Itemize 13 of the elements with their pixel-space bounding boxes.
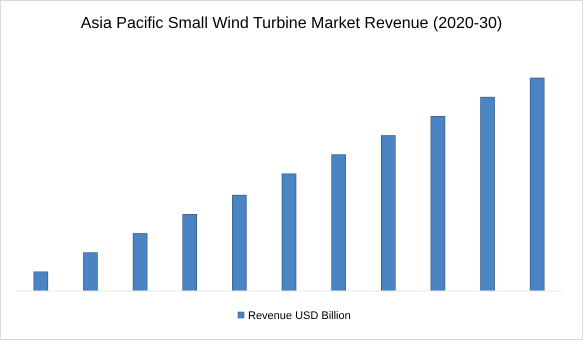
bar <box>132 233 148 292</box>
bar <box>331 154 346 292</box>
bar <box>83 252 98 292</box>
bar <box>480 96 495 292</box>
bar <box>34 272 48 292</box>
bar <box>282 174 296 292</box>
bar <box>182 214 198 292</box>
bar <box>232 194 247 292</box>
bar <box>380 135 396 292</box>
chart-title: Asia Pacific Small Wind Turbine Market Revenue (2020-30) <box>80 15 502 32</box>
legend-label: Revenue USD Billion <box>248 310 351 322</box>
bar <box>430 116 446 292</box>
bar <box>530 78 544 292</box>
